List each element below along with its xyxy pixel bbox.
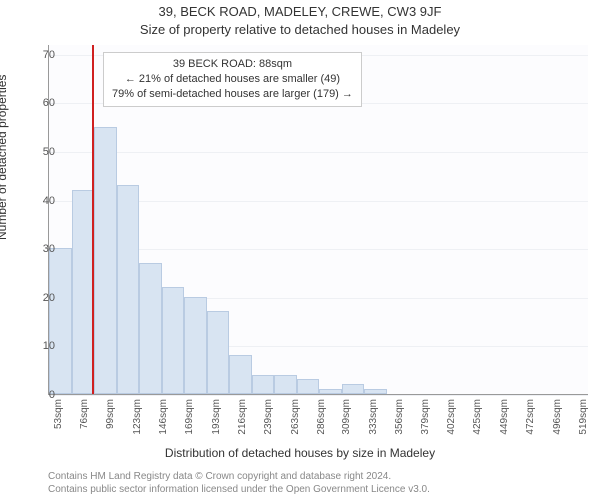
x-tick-label: 239sqm: [263, 399, 274, 439]
reference-line: [92, 45, 94, 394]
annotation-title: 39 BECK ROAD: 88sqm: [112, 57, 353, 72]
x-tick-label: 356sqm: [394, 399, 405, 439]
figure-container: 39, BECK ROAD, MADELEY, CREWE, CW3 9JF S…: [0, 0, 600, 500]
x-tick-label: 496sqm: [552, 399, 563, 439]
x-tick-label: 216sqm: [237, 399, 248, 439]
y-tick-label: 60: [15, 97, 55, 109]
x-tick-label: 402sqm: [446, 399, 457, 439]
x-tick-label: 99sqm: [105, 399, 116, 439]
y-tick-label: 50: [15, 146, 55, 158]
annotation-box: 39 BECK ROAD: 88sqm← 21% of detached hou…: [103, 52, 362, 107]
histogram-bar: [207, 311, 230, 394]
histogram-bar: [94, 127, 117, 394]
annotation-smaller: ← 21% of detached houses are smaller (49…: [112, 72, 353, 87]
histogram-bar: [342, 384, 365, 394]
histogram-bar: [364, 389, 387, 394]
chart-title-address: 39, BECK ROAD, MADELEY, CREWE, CW3 9JF: [0, 4, 600, 19]
y-tick-label: 20: [15, 292, 55, 304]
footnote-line2: Contains public sector information licen…: [48, 484, 430, 497]
x-tick-label: 309sqm: [341, 399, 352, 439]
y-tick-label: 40: [15, 195, 55, 207]
x-tick-label: 123sqm: [132, 399, 143, 439]
annotation-larger: 79% of semi-detached houses are larger (…: [112, 87, 353, 102]
plot-area: 39 BECK ROAD: 88sqm← 21% of detached hou…: [48, 45, 588, 395]
y-tick-label: 30: [15, 243, 55, 255]
attribution-footnote: Contains HM Land Registry data © Crown c…: [48, 471, 430, 496]
histogram-bar: [117, 185, 140, 394]
y-tick-label: 70: [15, 49, 55, 61]
x-tick-label: 449sqm: [499, 399, 510, 439]
histogram-bar: [252, 375, 275, 394]
histogram-bar: [139, 263, 162, 394]
x-tick-label: 333sqm: [368, 399, 379, 439]
histogram-bar: [72, 190, 95, 394]
x-axis-label: Distribution of detached houses by size …: [0, 446, 600, 460]
x-tick-label: 286sqm: [316, 399, 327, 439]
histogram-bar: [274, 375, 297, 394]
histogram-bar: [162, 287, 185, 394]
x-tick-label: 425sqm: [472, 399, 483, 439]
chart-title-description: Size of property relative to detached ho…: [0, 22, 600, 37]
x-tick-label: 193sqm: [211, 399, 222, 439]
x-tick-label: 53sqm: [53, 399, 64, 439]
histogram-bar: [229, 355, 252, 394]
x-tick-label: 379sqm: [420, 399, 431, 439]
x-tick-label: 146sqm: [158, 399, 169, 439]
x-tick-label: 169sqm: [184, 399, 195, 439]
y-tick-label: 0: [15, 389, 55, 401]
x-tick-label: 76sqm: [79, 399, 90, 439]
x-tick-label: 472sqm: [525, 399, 536, 439]
histogram-bar: [297, 379, 320, 394]
histogram-bar: [184, 297, 207, 394]
y-tick-label: 10: [15, 340, 55, 352]
histogram-bar: [49, 248, 72, 394]
x-tick-label: 263sqm: [290, 399, 301, 439]
gridline: [49, 395, 588, 396]
gridline: [49, 152, 588, 153]
histogram-bar: [319, 389, 342, 394]
footnote-line1: Contains HM Land Registry data © Crown c…: [48, 471, 430, 484]
x-tick-label: 519sqm: [578, 399, 589, 439]
y-axis-label: Number of detached properties: [0, 75, 9, 240]
